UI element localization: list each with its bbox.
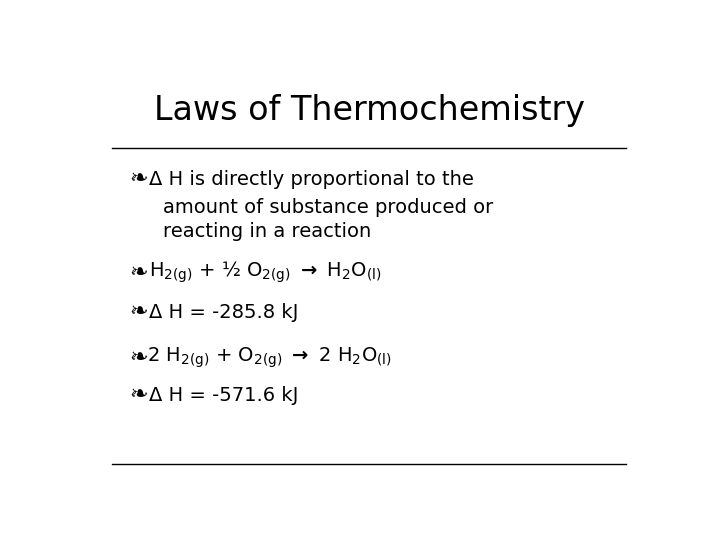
Text: $2\ \mathsf{H_{2(g)}}$ $+$ $\mathsf{O_{2(g)}}$ $\bf{\rightarrow}$ $2\ \mathsf{H_: $2\ \mathsf{H_{2(g)}}$ $+$ $\mathsf{O_{2…	[148, 346, 392, 370]
Text: Δ H is directly proportional to the: Δ H is directly proportional to the	[148, 170, 474, 188]
Text: ❧: ❧	[129, 348, 148, 368]
Text: Laws of Thermochemistry: Laws of Thermochemistry	[153, 94, 585, 127]
Text: Δ H = -285.8 kJ: Δ H = -285.8 kJ	[148, 303, 298, 322]
Text: $\mathsf{H_{2(g)}}$ $+$ ½ $\mathsf{O_{2(g)}}$ $\bf{\rightarrow}$ $\mathsf{H_2O_{: $\mathsf{H_{2(g)}}$ $+$ ½ $\mathsf{O_{2(…	[148, 260, 381, 286]
Text: Δ H = -571.6 kJ: Δ H = -571.6 kJ	[148, 386, 298, 405]
Text: reacting in a reaction: reacting in a reaction	[163, 221, 371, 241]
Text: ❧: ❧	[129, 262, 148, 283]
Text: ❧: ❧	[129, 386, 148, 406]
Text: ❧: ❧	[129, 302, 148, 322]
Text: amount of substance produced or: amount of substance produced or	[163, 198, 492, 217]
Text: ❧: ❧	[129, 169, 148, 189]
